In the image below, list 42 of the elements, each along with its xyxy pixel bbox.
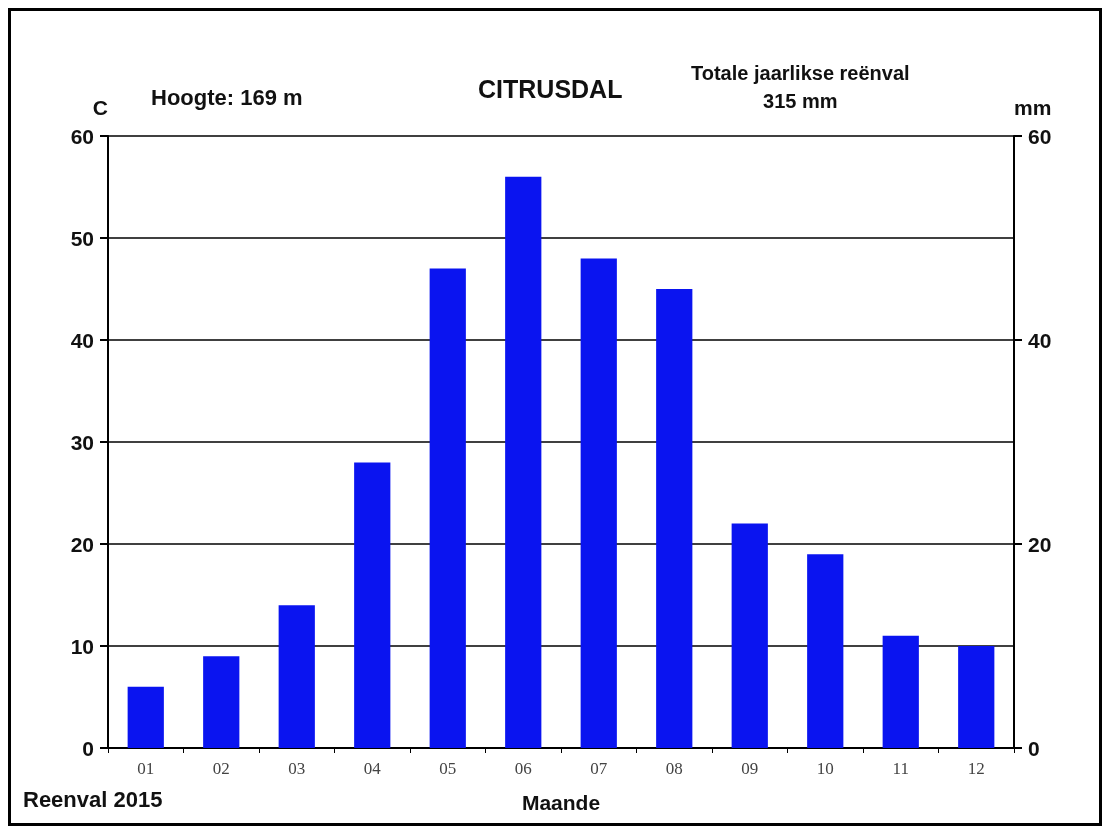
- x-tick-label: 12: [967, 759, 985, 778]
- y-tick-label: 10: [70, 634, 94, 658]
- x-tick-label: 04: [363, 759, 382, 778]
- y2-tick-label: 0: [1028, 736, 1040, 760]
- bar: [807, 554, 844, 748]
- y-tick-label: 60: [70, 124, 94, 148]
- x-axis-title: Maande: [521, 791, 601, 814]
- x-tick-label: 09: [741, 759, 759, 778]
- x-tick-label: 10: [816, 759, 834, 778]
- x-tick-label: 01: [137, 759, 155, 778]
- bar: [203, 656, 240, 748]
- y-tick-label: 30: [70, 430, 94, 454]
- bar: [354, 462, 391, 748]
- y-axis-title: C: [92, 96, 108, 119]
- bar: [656, 289, 693, 748]
- x-tick-label: 08: [665, 759, 683, 778]
- x-tick-label: 05: [439, 759, 457, 778]
- x-tick-label: 07: [590, 759, 608, 778]
- y-tick-label: 0: [82, 736, 94, 760]
- y-tick-label: 50: [70, 226, 94, 250]
- y2-axis-title: mm: [1014, 96, 1052, 119]
- y2-tick-label: 40: [1028, 328, 1052, 352]
- x-tick-label: 11: [892, 759, 909, 778]
- x-tick-label: 03: [288, 759, 306, 778]
- x-tick-label: 06: [514, 759, 532, 778]
- text: Totale jaarlikse reënval 315 mm: [690, 62, 910, 112]
- y2-tick-label: 60: [1028, 124, 1052, 148]
- text: Reenval 2015: [23, 786, 163, 812]
- bar: [580, 258, 617, 748]
- text: Hoogte: 169 m: [151, 84, 303, 110]
- y-tick-label: 40: [70, 328, 94, 352]
- x-tick-label: 02: [212, 759, 230, 778]
- chart-title: CITRUSDAL: [478, 74, 623, 103]
- bar: [429, 268, 466, 748]
- bar: [127, 686, 164, 748]
- bar: [505, 176, 542, 748]
- bar: [278, 605, 315, 748]
- bar: [958, 646, 995, 748]
- y-tick-label: 20: [70, 532, 94, 556]
- bar: [882, 635, 919, 748]
- y2-tick-label: 20: [1028, 532, 1052, 556]
- bar: [731, 523, 768, 748]
